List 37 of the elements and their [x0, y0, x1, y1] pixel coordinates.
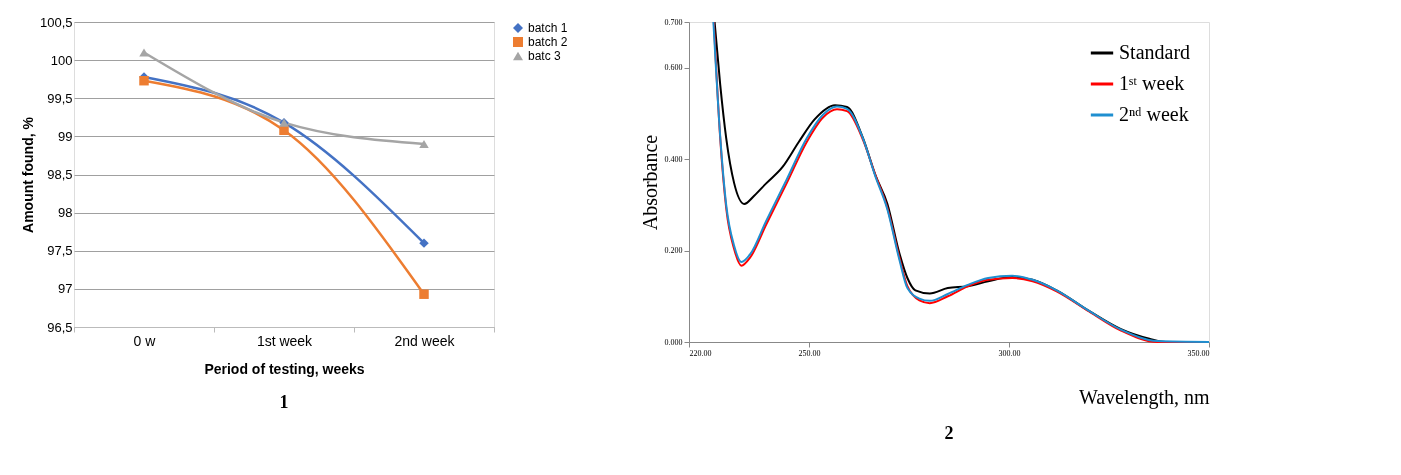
- y-tick-label: 99,5: [47, 90, 73, 106]
- y-tick-label: 98,5: [47, 167, 73, 182]
- point: [419, 289, 429, 299]
- x-tick-label: 220.00: [689, 348, 712, 358]
- x-axis-title: Wavelength, nm: [1078, 385, 1210, 409]
- x-tick-label: 350.00: [1187, 348, 1210, 358]
- y-tick-label: 97,5: [47, 243, 73, 259]
- y-tick-label: 0.400: [664, 154, 683, 164]
- y-tick-label: 0.600: [664, 63, 683, 73]
- text: 1: [279, 392, 289, 412]
- y-tick-label: 100: [50, 52, 73, 68]
- legend-label: batch 1: [528, 21, 568, 35]
- y-tick-label: 99: [58, 128, 73, 144]
- x-tick-label: 1st week: [256, 332, 314, 349]
- y-tick-label: 0.200: [664, 246, 683, 256]
- y-tick-label: 100,5: [39, 14, 73, 30]
- x-tick-label: 300.00: [998, 348, 1021, 358]
- x-tick-label: 250.00: [798, 348, 821, 358]
- y-axis-title: Absorbance: [638, 134, 661, 231]
- point: [419, 139, 429, 149]
- legend-label: Standard: [1119, 41, 1191, 63]
- x-tick-label: 0 w: [133, 332, 157, 349]
- x-tick-label: 2nd week: [394, 332, 456, 349]
- y-tick-label: 0.700: [664, 17, 683, 27]
- y-tick-label: 97: [58, 281, 73, 297]
- legend-label: 1ˢᵗ week: [1119, 72, 1185, 94]
- y-axis-title: Amount found, %: [19, 116, 36, 233]
- point: [139, 48, 149, 57]
- legend-label: 2ⁿᵈ week: [1119, 103, 1189, 125]
- text: 2: [944, 423, 954, 443]
- legend-label: batch 2: [528, 35, 568, 49]
- point: [139, 75, 149, 86]
- y-tick-label: 0.000: [664, 337, 683, 347]
- legend-label: batc 3: [528, 49, 562, 63]
- x-axis-title: Period of testing, weeks: [204, 360, 365, 377]
- y-tick-label: 98: [58, 205, 73, 221]
- y-tick-label: 96,5: [47, 319, 73, 335]
